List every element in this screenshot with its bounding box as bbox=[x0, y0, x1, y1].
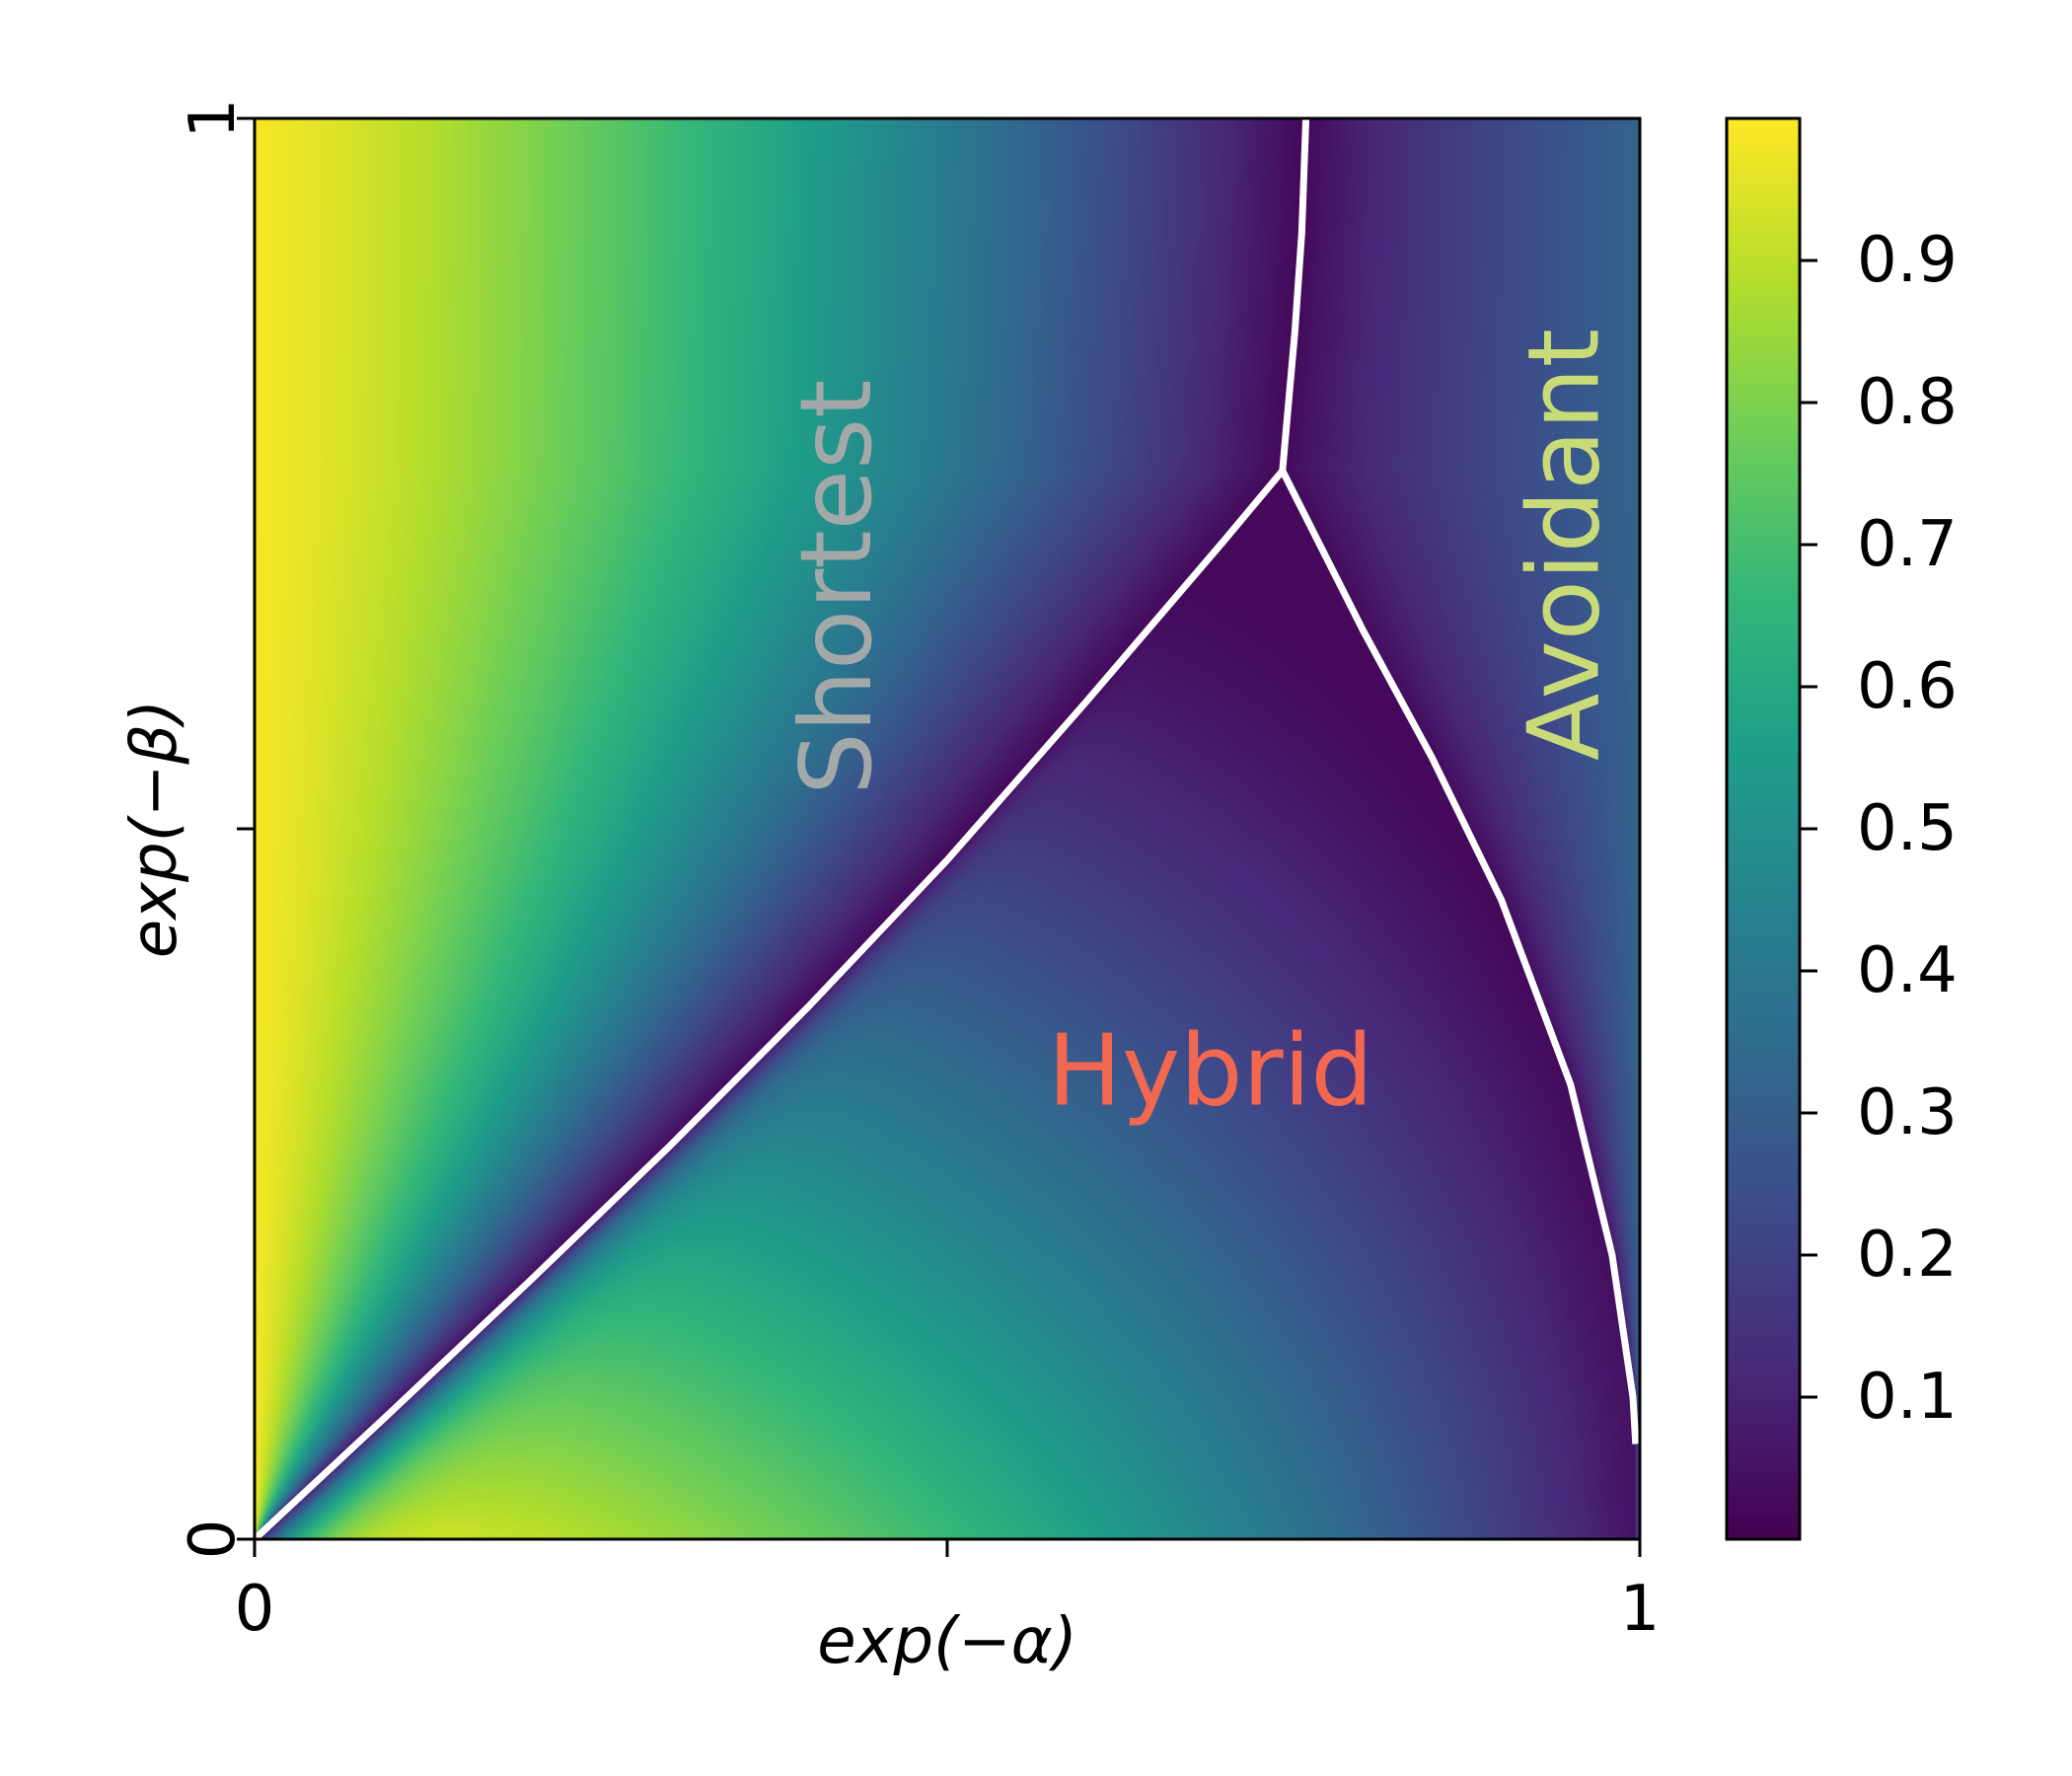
colorbar-tick-label: 0.8 bbox=[1857, 366, 1958, 439]
colorbar-gradient bbox=[1727, 118, 1800, 1539]
colorbar-tick-label: 0.5 bbox=[1857, 792, 1958, 865]
y-axis-ticks: 01 bbox=[177, 99, 255, 1560]
y-tick-label: 1 bbox=[177, 99, 250, 139]
x-tick-label: 1 bbox=[1620, 1573, 1661, 1646]
boundary-line-shortest-hybrid bbox=[255, 468, 1286, 1539]
colorbar-tick-label: 0.1 bbox=[1857, 1361, 1958, 1434]
y-axis-label: exp(−β) bbox=[118, 700, 191, 958]
region-label-shortest: Shortest bbox=[778, 380, 894, 795]
heatmap-image bbox=[255, 118, 1640, 1539]
region-label-hybrid: Hybrid bbox=[1048, 1012, 1373, 1128]
phase-boundaries bbox=[255, 118, 1640, 1539]
y-tick-label: 0 bbox=[177, 1519, 250, 1560]
colorbar-tick-label: 0.7 bbox=[1857, 508, 1958, 581]
boundary-line-shortest-avoidant bbox=[1279, 118, 1310, 472]
x-axis-label: exp(−α) bbox=[817, 1605, 1077, 1678]
colorbar-tick-label: 0.9 bbox=[1857, 224, 1958, 297]
colorbar-ticks: 0.1 0.2 0.3 0.4 0.5 0.6 0.7 0.8 0.9 bbox=[1800, 224, 1958, 1434]
region-label-avoidant: Avoidant bbox=[1506, 329, 1621, 761]
colorbar-tick-label: 0.2 bbox=[1857, 1219, 1958, 1292]
x-tick-label: 0 bbox=[235, 1573, 275, 1646]
colorbar-tick-label: 0.6 bbox=[1857, 650, 1958, 723]
boundary-line-hybrid-avoidant bbox=[1279, 469, 1640, 1444]
colorbar-tick-label: 0.3 bbox=[1857, 1076, 1958, 1149]
colorbar-tick-label: 0.4 bbox=[1857, 934, 1958, 1007]
region-labels: Shortest Hybrid Avoidant bbox=[778, 329, 1621, 1128]
